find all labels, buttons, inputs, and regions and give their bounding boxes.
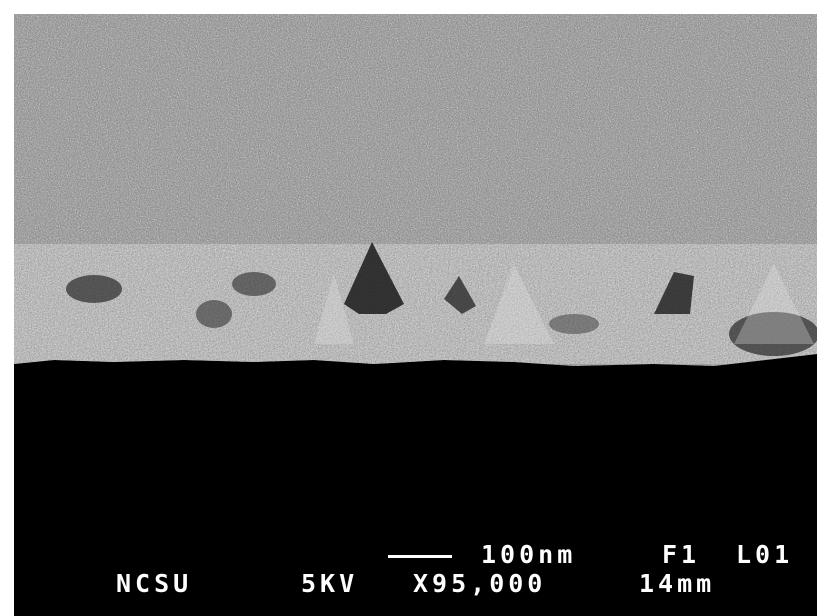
accelerating-voltage: 5KV: [301, 569, 359, 598]
working-distance: 14mm: [639, 569, 716, 598]
scale-bar: [388, 555, 452, 558]
frame-id: F1: [662, 540, 701, 569]
micrograph-texture: [14, 14, 817, 616]
scale-bar-label: 100nm: [481, 540, 577, 569]
magnification: X95,000: [413, 569, 547, 598]
sem-micrograph: [14, 14, 817, 616]
institution-label: NCSU: [116, 569, 193, 598]
line-id: L01: [736, 540, 794, 569]
